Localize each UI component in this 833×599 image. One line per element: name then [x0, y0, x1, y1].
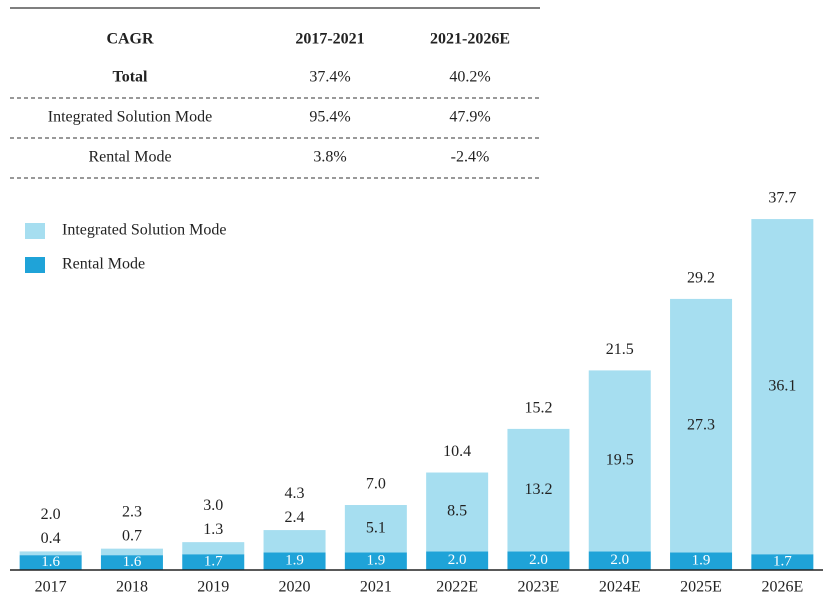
table-cell: 40.2% — [449, 69, 490, 86]
table-cell: Integrated Solution Mode — [48, 109, 212, 126]
segment-label: 1.6 — [123, 554, 142, 570]
legend-swatch — [25, 223, 45, 239]
table-cell: 3.8% — [313, 149, 346, 166]
table-cell: -2.4% — [451, 149, 490, 166]
total-label: 4.3 — [285, 485, 305, 502]
segment-label: 13.2 — [524, 481, 552, 498]
segment-label: 1.9 — [366, 553, 385, 569]
table-cell: 47.9% — [449, 109, 490, 126]
x-tick-label: 2017 — [35, 579, 67, 596]
bar-segment — [588, 370, 651, 552]
x-tick-label: 2018 — [116, 579, 148, 596]
x-tick-label: 2026E — [761, 579, 803, 596]
total-label: 37.7 — [768, 190, 796, 207]
segment-label: 19.5 — [606, 452, 634, 469]
table-cell: Total — [113, 69, 149, 86]
total-label: 3.0 — [203, 497, 223, 514]
bar-segment — [751, 219, 814, 555]
total-label: 15.2 — [524, 400, 552, 417]
bar-segment — [344, 552, 407, 570]
segment-label: 1.7 — [204, 554, 223, 570]
segment-label: 1.9 — [285, 553, 304, 569]
bar-segment — [670, 298, 733, 553]
segment-label: 2.0 — [610, 552, 629, 568]
segment-label: 1.6 — [41, 554, 60, 570]
segment-label: 2.4 — [285, 509, 305, 526]
total-label: 2.0 — [41, 506, 61, 523]
bar-segment — [426, 551, 489, 570]
bar-segment — [19, 551, 82, 556]
x-tick-label: 2022E — [436, 579, 478, 596]
legend-label: Integrated Solution Mode — [62, 222, 226, 239]
segment-label: 2.0 — [529, 552, 548, 568]
bar-segment — [507, 551, 570, 570]
bar-segment — [344, 505, 407, 553]
legend-swatch — [25, 257, 45, 273]
bar-segment — [751, 554, 814, 570]
x-tick-label: 2025E — [680, 579, 722, 596]
bar-segment — [588, 551, 651, 570]
segment-label: 0.4 — [41, 530, 61, 547]
table-header: 2021-2026E — [430, 31, 510, 48]
segment-label: 0.7 — [122, 527, 142, 544]
segment-label: 5.1 — [366, 519, 386, 536]
bar-segment — [182, 554, 245, 570]
segment-label: 8.5 — [447, 503, 467, 520]
total-label: 2.3 — [122, 503, 142, 520]
bar-segment — [100, 548, 163, 556]
total-label: 7.0 — [366, 476, 386, 493]
bar-segment — [100, 555, 163, 570]
x-tick-label: 2021 — [360, 579, 392, 596]
table-cell: 95.4% — [309, 109, 350, 126]
x-tick-label: 2024E — [599, 579, 641, 596]
x-tick-label: 2019 — [197, 579, 229, 596]
segment-label: 36.1 — [768, 377, 796, 394]
bar-segment — [263, 530, 326, 553]
bar-segment — [263, 552, 326, 570]
table-cell: Rental Mode — [88, 149, 171, 166]
table-header: CAGR — [106, 31, 154, 48]
segment-label: 27.3 — [687, 416, 715, 433]
segment-label: 2.0 — [448, 552, 467, 568]
bar-segment — [19, 555, 82, 570]
table-header: 2017-2021 — [295, 31, 364, 48]
total-label: 10.4 — [443, 443, 471, 460]
total-label: 29.2 — [687, 270, 715, 287]
x-tick-label: 2020 — [279, 579, 311, 596]
bar-segment — [426, 472, 489, 552]
segment-label: 1.3 — [203, 521, 223, 538]
total-label: 21.5 — [606, 341, 634, 358]
x-tick-label: 2023E — [518, 579, 560, 596]
table-cell: 37.4% — [309, 69, 350, 86]
bar-segment — [670, 552, 733, 570]
segment-label: 1.7 — [773, 554, 792, 570]
bar-segment — [507, 428, 570, 552]
legend-label: Rental Mode — [62, 256, 145, 273]
bar-segment — [182, 542, 245, 555]
segment-label: 1.9 — [692, 553, 711, 569]
